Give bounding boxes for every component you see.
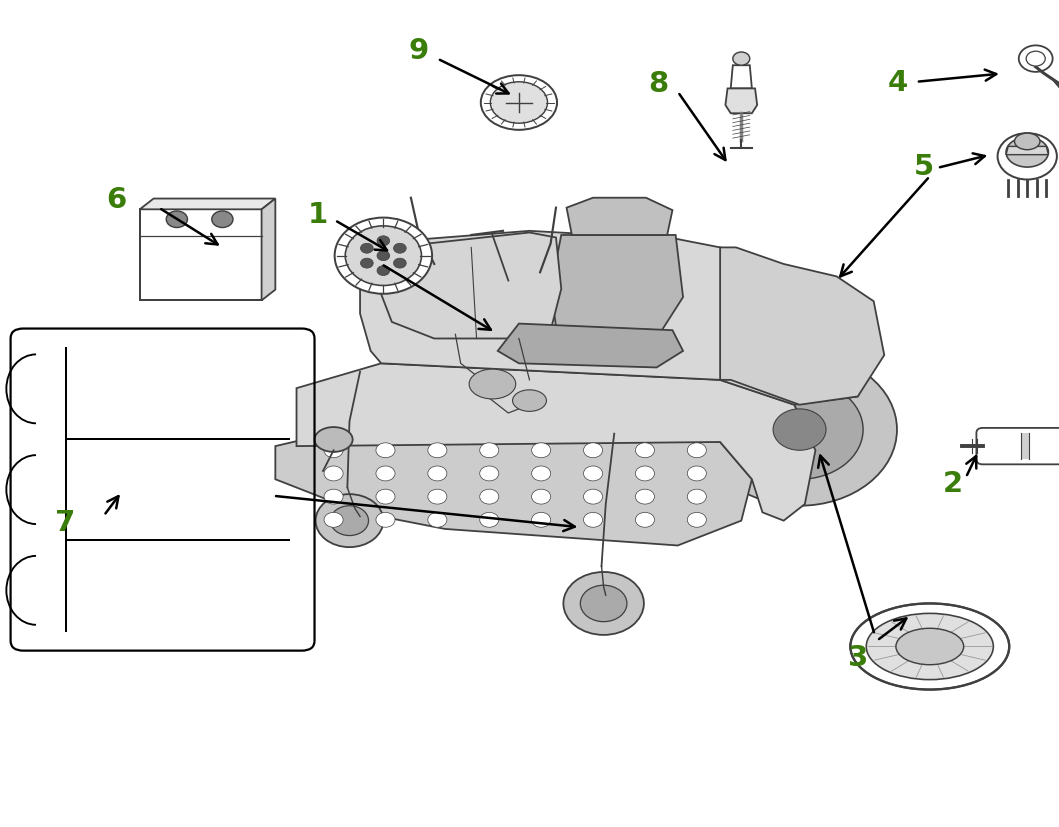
Ellipse shape <box>481 76 557 131</box>
Ellipse shape <box>635 513 654 528</box>
Ellipse shape <box>584 466 603 481</box>
Polygon shape <box>140 210 262 301</box>
Polygon shape <box>551 236 683 331</box>
Ellipse shape <box>532 466 551 481</box>
Text: 1: 1 <box>307 201 328 229</box>
Polygon shape <box>725 89 757 114</box>
Ellipse shape <box>376 466 395 481</box>
Polygon shape <box>376 233 561 339</box>
Ellipse shape <box>428 466 447 481</box>
Ellipse shape <box>736 380 863 480</box>
Ellipse shape <box>687 490 706 504</box>
Ellipse shape <box>469 370 516 399</box>
Ellipse shape <box>376 490 395 504</box>
Ellipse shape <box>733 53 750 66</box>
Ellipse shape <box>330 506 369 536</box>
Ellipse shape <box>580 586 627 622</box>
Polygon shape <box>498 324 683 368</box>
Ellipse shape <box>324 513 343 528</box>
Text: 2: 2 <box>943 470 964 498</box>
FancyBboxPatch shape <box>976 428 1059 465</box>
Ellipse shape <box>376 443 395 458</box>
Text: 4: 4 <box>887 69 909 97</box>
Ellipse shape <box>1026 52 1045 67</box>
Ellipse shape <box>584 513 603 528</box>
Ellipse shape <box>480 443 499 458</box>
Ellipse shape <box>480 513 499 528</box>
Polygon shape <box>360 232 879 405</box>
Ellipse shape <box>687 466 706 481</box>
Ellipse shape <box>335 218 432 294</box>
Polygon shape <box>297 364 815 521</box>
Ellipse shape <box>896 629 964 665</box>
Ellipse shape <box>687 443 706 458</box>
Ellipse shape <box>635 466 654 481</box>
Text: 6: 6 <box>106 186 127 214</box>
Text: 3: 3 <box>847 643 868 672</box>
Ellipse shape <box>360 244 373 254</box>
Ellipse shape <box>394 259 407 269</box>
Ellipse shape <box>563 572 644 635</box>
Ellipse shape <box>998 134 1057 180</box>
Ellipse shape <box>584 490 603 504</box>
Polygon shape <box>1021 433 1029 460</box>
Ellipse shape <box>377 251 390 261</box>
Ellipse shape <box>316 495 383 547</box>
Text: 7: 7 <box>55 509 76 537</box>
Ellipse shape <box>324 466 343 481</box>
Ellipse shape <box>773 409 826 451</box>
Ellipse shape <box>480 490 499 504</box>
Ellipse shape <box>428 490 447 504</box>
Ellipse shape <box>584 443 603 458</box>
Text: 9: 9 <box>408 37 429 65</box>
Ellipse shape <box>532 443 551 458</box>
Ellipse shape <box>490 83 548 124</box>
Ellipse shape <box>376 513 395 528</box>
Ellipse shape <box>532 490 551 504</box>
Ellipse shape <box>1019 46 1053 73</box>
Ellipse shape <box>428 513 447 528</box>
Polygon shape <box>567 198 672 236</box>
Ellipse shape <box>480 466 499 481</box>
Ellipse shape <box>345 227 421 286</box>
Polygon shape <box>1006 147 1048 155</box>
Ellipse shape <box>702 354 897 506</box>
Ellipse shape <box>315 428 353 452</box>
Polygon shape <box>731 66 752 89</box>
Polygon shape <box>262 199 275 301</box>
Ellipse shape <box>324 490 343 504</box>
Ellipse shape <box>377 266 390 276</box>
Ellipse shape <box>532 513 551 528</box>
Ellipse shape <box>687 513 706 528</box>
Polygon shape <box>140 199 275 210</box>
Ellipse shape <box>360 259 373 269</box>
Text: 8: 8 <box>648 70 669 98</box>
Ellipse shape <box>1015 134 1040 151</box>
Ellipse shape <box>850 604 1009 690</box>
Ellipse shape <box>513 390 546 412</box>
Polygon shape <box>720 248 884 405</box>
Ellipse shape <box>635 490 654 504</box>
Ellipse shape <box>866 614 993 680</box>
Ellipse shape <box>166 212 187 228</box>
Ellipse shape <box>1006 138 1048 168</box>
Ellipse shape <box>428 443 447 458</box>
Ellipse shape <box>324 443 343 458</box>
Text: 5: 5 <box>913 153 934 181</box>
Ellipse shape <box>394 244 407 254</box>
Ellipse shape <box>212 212 233 228</box>
Ellipse shape <box>377 237 390 246</box>
Polygon shape <box>275 422 752 546</box>
Ellipse shape <box>635 443 654 458</box>
